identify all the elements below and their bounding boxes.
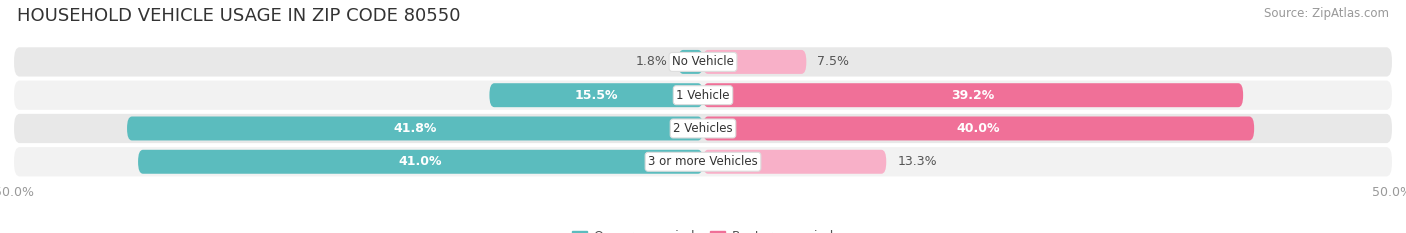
FancyBboxPatch shape <box>14 147 1392 176</box>
Text: 1.8%: 1.8% <box>636 55 668 69</box>
FancyBboxPatch shape <box>489 83 703 107</box>
Text: 40.0%: 40.0% <box>957 122 1000 135</box>
Text: 39.2%: 39.2% <box>952 89 994 102</box>
Text: 41.0%: 41.0% <box>399 155 443 168</box>
Text: Source: ZipAtlas.com: Source: ZipAtlas.com <box>1264 7 1389 20</box>
Legend: Owner-occupied, Renter-occupied: Owner-occupied, Renter-occupied <box>568 225 838 233</box>
Text: 1 Vehicle: 1 Vehicle <box>676 89 730 102</box>
FancyBboxPatch shape <box>14 114 1392 143</box>
FancyBboxPatch shape <box>703 116 1254 140</box>
FancyBboxPatch shape <box>14 47 1392 77</box>
Text: HOUSEHOLD VEHICLE USAGE IN ZIP CODE 80550: HOUSEHOLD VEHICLE USAGE IN ZIP CODE 8055… <box>17 7 460 25</box>
Text: 13.3%: 13.3% <box>897 155 936 168</box>
Text: 7.5%: 7.5% <box>817 55 849 69</box>
Text: 2 Vehicles: 2 Vehicles <box>673 122 733 135</box>
FancyBboxPatch shape <box>127 116 703 140</box>
FancyBboxPatch shape <box>678 50 703 74</box>
FancyBboxPatch shape <box>138 150 703 174</box>
Text: 41.8%: 41.8% <box>394 122 437 135</box>
Text: No Vehicle: No Vehicle <box>672 55 734 69</box>
FancyBboxPatch shape <box>703 150 886 174</box>
Text: 15.5%: 15.5% <box>575 89 619 102</box>
Text: 3 or more Vehicles: 3 or more Vehicles <box>648 155 758 168</box>
FancyBboxPatch shape <box>14 81 1392 110</box>
FancyBboxPatch shape <box>703 50 807 74</box>
FancyBboxPatch shape <box>703 83 1243 107</box>
